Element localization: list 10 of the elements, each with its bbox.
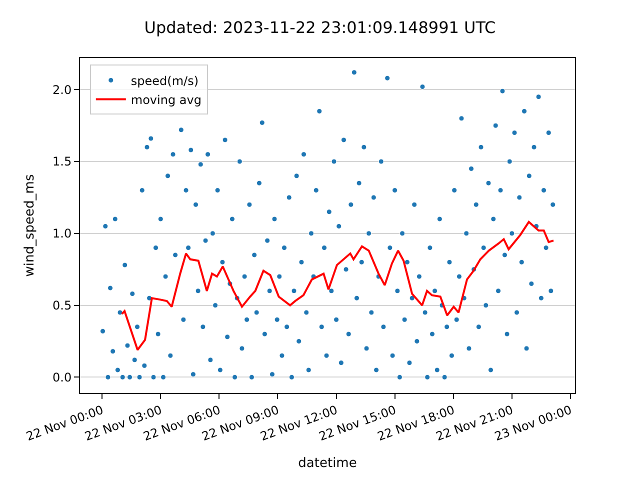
legend-label: moving avg (130, 92, 202, 107)
chart-title: Updated: 2023-11-22 23:01:09.148991 UTC (144, 18, 496, 37)
y-tick-label: 0.0 (52, 370, 72, 384)
y-tick-label: 2.0 (52, 82, 72, 97)
legend-label: speed(m/s) (130, 74, 199, 88)
y-axis-title: wind_speed_ms (22, 174, 38, 277)
y-tick-label: 1.0 (52, 226, 72, 241)
x-axis-title: datetime (298, 456, 357, 472)
y-tick-label: 1.5 (52, 154, 72, 169)
y-tick-label: 0.5 (52, 298, 72, 312)
